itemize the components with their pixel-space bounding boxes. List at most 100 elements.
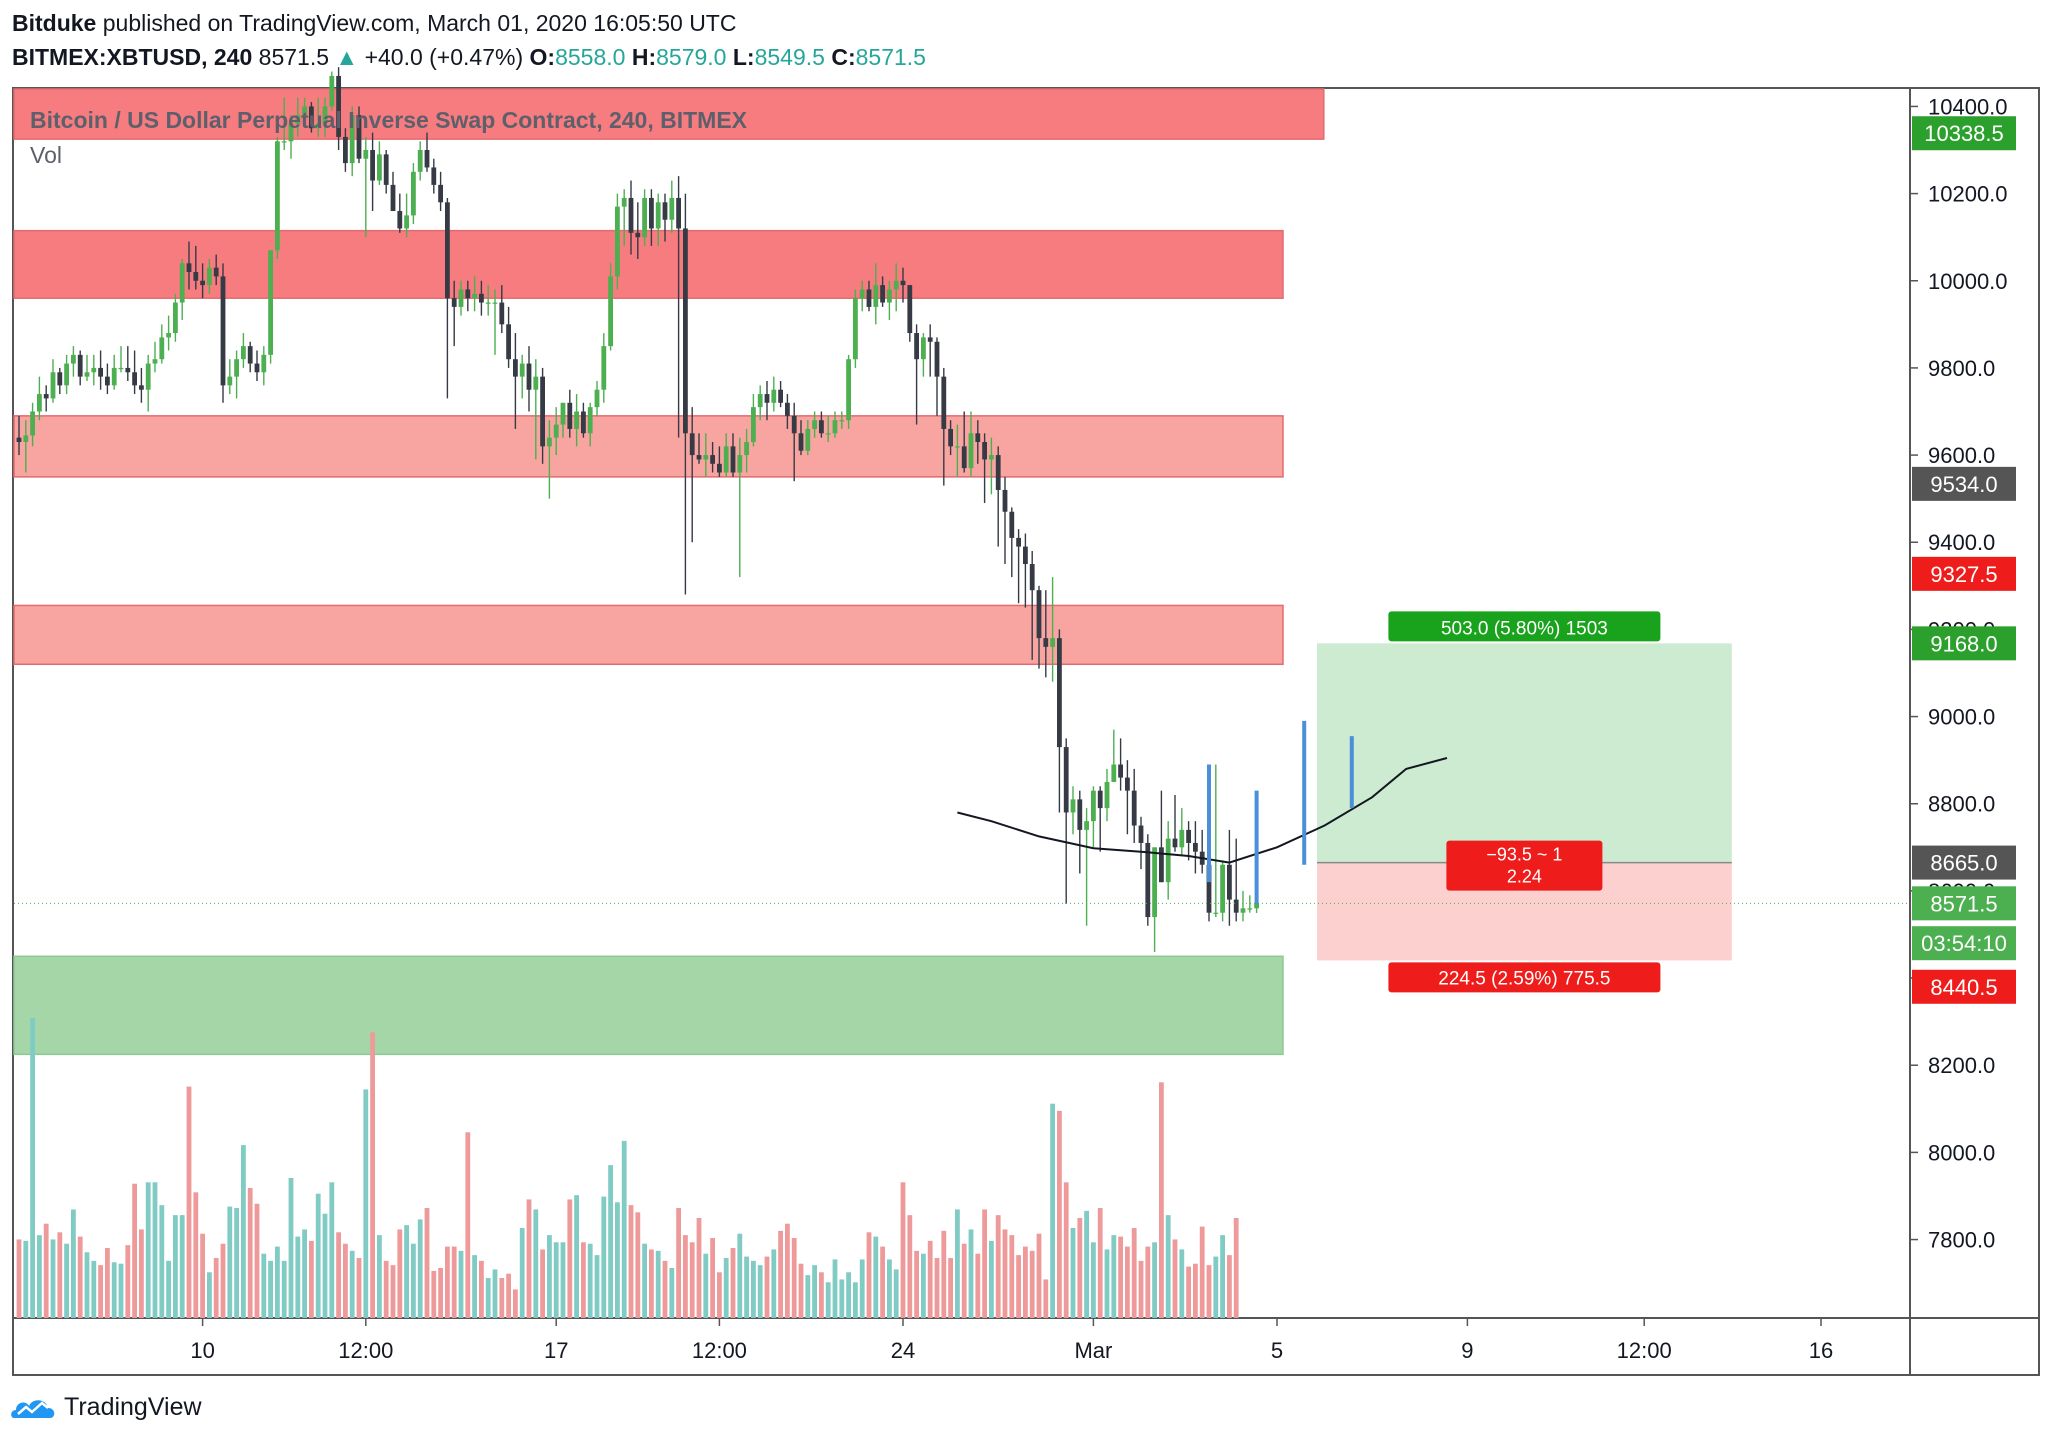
candle-body bbox=[696, 455, 702, 460]
volume-bar bbox=[118, 1263, 124, 1318]
candle-body bbox=[50, 372, 56, 399]
volume-bar bbox=[479, 1260, 484, 1318]
volume-bar bbox=[145, 1182, 151, 1318]
y-tick-label: 7800.0 bbox=[1928, 1228, 1995, 1253]
x-tick-label: Mar bbox=[1074, 1338, 1112, 1363]
candle-body bbox=[805, 428, 811, 451]
volume-bar bbox=[832, 1259, 838, 1318]
volume-bar bbox=[404, 1225, 409, 1318]
candle-body bbox=[213, 267, 219, 277]
volume-bar bbox=[547, 1235, 552, 1318]
candle-body bbox=[98, 367, 103, 377]
candle-body bbox=[186, 263, 192, 273]
volume-bar bbox=[757, 1265, 763, 1318]
candle-body bbox=[737, 455, 743, 473]
volume-bar bbox=[798, 1263, 804, 1318]
candle-body bbox=[43, 394, 49, 399]
candle-body bbox=[458, 289, 464, 307]
x-tick-label: 24 bbox=[891, 1338, 915, 1363]
ratio-label-box bbox=[1446, 840, 1603, 891]
candle-body bbox=[1179, 829, 1185, 848]
volume-bar bbox=[1043, 1279, 1049, 1318]
candle-body bbox=[383, 154, 389, 185]
candle-body bbox=[1036, 590, 1042, 639]
candle-body bbox=[16, 437, 22, 443]
volume-bar bbox=[336, 1232, 341, 1318]
volume-bar bbox=[587, 1243, 593, 1318]
volume-bar bbox=[628, 1205, 634, 1318]
volume-bar bbox=[601, 1196, 607, 1318]
price-label-box bbox=[1912, 556, 2016, 591]
candle-body bbox=[166, 333, 171, 338]
volume-bar bbox=[438, 1268, 443, 1318]
candle-body bbox=[145, 363, 151, 390]
candle-body bbox=[798, 433, 804, 451]
candle-body bbox=[1206, 864, 1212, 913]
candle-body bbox=[621, 197, 627, 207]
volume-bar bbox=[1152, 1242, 1157, 1318]
volume-bars bbox=[16, 1018, 1239, 1318]
volume-bar bbox=[268, 1260, 273, 1318]
candle-body bbox=[519, 363, 525, 377]
chart-border bbox=[12, 87, 2040, 1376]
y-tick-label: 8200.0 bbox=[1928, 1053, 1995, 1078]
volume-bar bbox=[812, 1265, 817, 1318]
volume-bar bbox=[125, 1245, 131, 1318]
x-tick-label: 12:00 bbox=[692, 1338, 747, 1363]
author-name[interactable]: Bitduke bbox=[12, 10, 97, 36]
candle-body bbox=[1240, 908, 1246, 913]
volume-bar bbox=[37, 1235, 42, 1318]
candle-body bbox=[356, 115, 362, 159]
candle-body bbox=[193, 272, 199, 281]
candle-body bbox=[1104, 781, 1110, 809]
long-position-tool[interactable]: 503.0 (5.80%) 1503 224.5 (2.59%) 775.5 −93… bbox=[1317, 611, 1732, 993]
candle-body bbox=[1016, 537, 1021, 547]
y-tick-label: 9400.0 bbox=[1928, 530, 1995, 555]
target-label: 503.0 (5.80%) 1503 bbox=[1441, 618, 1608, 639]
close-value: 8571.5 bbox=[855, 44, 926, 70]
volume-bar bbox=[1057, 1110, 1062, 1318]
volume-bar bbox=[50, 1239, 56, 1318]
candle-body bbox=[1254, 903, 1259, 909]
volume-bar bbox=[105, 1248, 110, 1318]
volume-bar bbox=[152, 1182, 158, 1318]
time-axis[interactable]: 10 12:00 17 12:00 24 Mar 5 9 12:00 16 bbox=[190, 1318, 1833, 1363]
candle-body bbox=[207, 267, 212, 286]
close-label: C: bbox=[831, 44, 856, 70]
volume-bar bbox=[1077, 1218, 1083, 1318]
candle-body bbox=[23, 435, 29, 443]
volume-bar bbox=[1138, 1260, 1144, 1318]
candle-body bbox=[1023, 546, 1028, 565]
volume-bar bbox=[1097, 1208, 1103, 1318]
volume-bar bbox=[723, 1258, 729, 1318]
volume-bar bbox=[315, 1193, 321, 1318]
volume-bar bbox=[1145, 1246, 1151, 1318]
volume-bar bbox=[23, 1240, 29, 1318]
volume-bar bbox=[485, 1278, 491, 1318]
candle-body bbox=[601, 346, 607, 390]
tradingview-logo[interactable]: TradingView bbox=[10, 1392, 202, 1422]
candle-body bbox=[329, 75, 335, 107]
candle-body bbox=[907, 285, 913, 334]
volume-bar bbox=[615, 1202, 620, 1318]
volume-bar bbox=[649, 1249, 654, 1318]
volume-bar bbox=[1002, 1229, 1008, 1318]
price-label: 03:54:10 bbox=[1921, 931, 2007, 956]
candle-body bbox=[118, 367, 124, 370]
volume-bar bbox=[506, 1273, 511, 1318]
volume-bar bbox=[1016, 1255, 1021, 1318]
volume-bar bbox=[560, 1242, 566, 1318]
price-axis[interactable]: 7800.08000.08200.08400.08600.08800.09000… bbox=[1910, 94, 2008, 1253]
x-tick-label: 10 bbox=[190, 1338, 214, 1363]
brand-name: TradingView bbox=[64, 1392, 202, 1421]
candle-body bbox=[744, 442, 749, 456]
candle-body bbox=[703, 455, 709, 460]
y-tick-label: 8800.0 bbox=[1928, 792, 1995, 817]
last-price: 8571.5 bbox=[258, 44, 330, 70]
candle-body bbox=[1009, 511, 1015, 538]
volume-bar bbox=[995, 1215, 1001, 1318]
candle-body bbox=[220, 276, 226, 386]
candle-body bbox=[506, 324, 511, 360]
candle-body bbox=[662, 202, 668, 220]
